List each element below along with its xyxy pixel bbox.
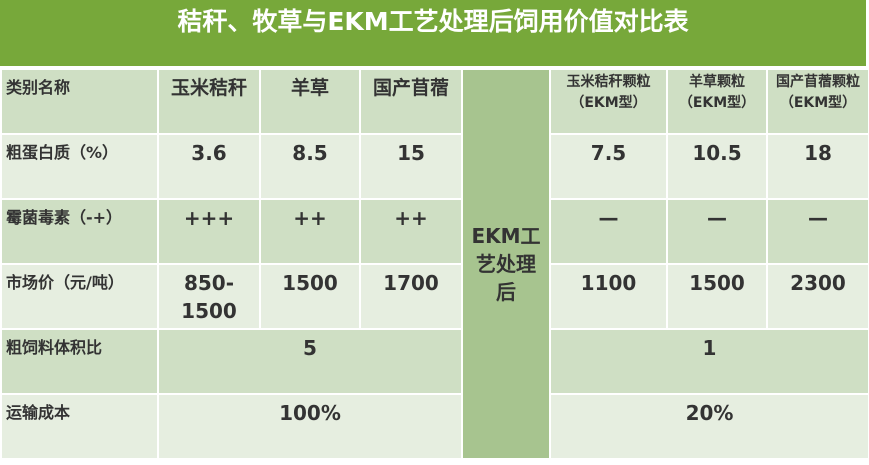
cell: — [549, 198, 668, 265]
cell: 850-1500 [157, 263, 261, 330]
row-label: 霉菌毒素（-+） [0, 198, 159, 265]
cell: 1700 [359, 263, 463, 330]
cell: 2300 [766, 263, 869, 330]
cell: — [666, 198, 768, 265]
row: 粗蛋白质（%） 3.6 8.5 15 7.5 10.5 18 [0, 133, 869, 200]
row-label: 市场价（元/吨） [0, 263, 159, 330]
row: 运输成本 100% 20% [0, 393, 869, 460]
row: 霉菌毒素（-+） +++ ++ ++ — — — [0, 198, 869, 265]
cell: 15 [359, 133, 463, 200]
process-label: EKM工艺处理后 [461, 68, 551, 460]
cell: — [766, 198, 869, 265]
header-cell: 类别名称 [0, 68, 159, 135]
cell: 18 [766, 133, 869, 200]
row-label: 粗蛋白质（%） [0, 133, 159, 200]
cell: 1500 [666, 263, 768, 330]
cell: 100% [157, 393, 463, 460]
cell: 20% [549, 393, 869, 460]
header-cell: 玉米秸秆 [157, 68, 261, 135]
header-cell: 国产苜蓿 [359, 68, 463, 135]
cell: 3.6 [157, 133, 261, 200]
header-cell: 国产苜蓿颗粒（EKM型） [766, 68, 869, 135]
cell: ++ [259, 198, 361, 265]
header-cell: 羊草 [259, 68, 361, 135]
cell: ++ [359, 198, 463, 265]
cell: 10.5 [666, 133, 768, 200]
row-label: 运输成本 [0, 393, 159, 460]
comparison-table: 类别名称 玉米秸秆 羊草 国产苜蓿 EKM工艺处理后 玉米秸秆颗粒（EKM型） … [0, 68, 869, 460]
cell: 1500 [259, 263, 361, 330]
cell: 7.5 [549, 133, 668, 200]
cell: +++ [157, 198, 261, 265]
cell: 1100 [549, 263, 668, 330]
header-cell: 玉米秸秆颗粒（EKM型） [549, 68, 668, 135]
cell: 8.5 [259, 133, 361, 200]
row: 市场价（元/吨） 850-1500 1500 1700 1100 1500 23… [0, 263, 869, 330]
row: 粗饲料体积比 5 1 [0, 328, 869, 395]
row-label: 粗饲料体积比 [0, 328, 159, 395]
cell: 1 [549, 328, 869, 395]
header-cell: 羊草颗粒（EKM型） [666, 68, 768, 135]
header-row: 类别名称 玉米秸秆 羊草 国产苜蓿 EKM工艺处理后 玉米秸秆颗粒（EKM型） … [0, 68, 869, 460]
cell: 5 [157, 328, 463, 395]
cell-text: 850-1500 [181, 271, 237, 323]
table-title: 秸秆、牧草与EKM工艺处理后饲用价值对比表 [0, 0, 866, 66]
